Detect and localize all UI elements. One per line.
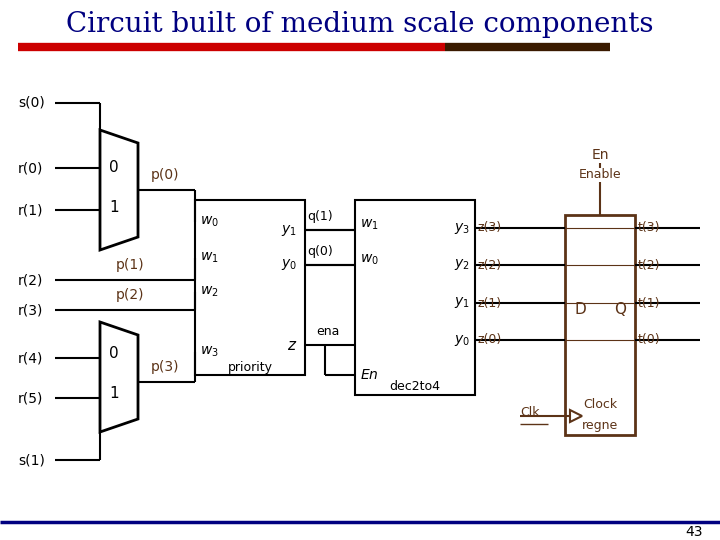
Text: $w_0$: $w_0$ xyxy=(200,215,219,229)
Text: z(1): z(1) xyxy=(478,296,502,309)
Text: $w_1$: $w_1$ xyxy=(360,218,379,232)
Text: Clk: Clk xyxy=(520,406,539,419)
Text: r(3): r(3) xyxy=(18,303,43,317)
Text: s(0): s(0) xyxy=(18,96,45,110)
Text: r(4): r(4) xyxy=(18,351,43,365)
Text: z(0): z(0) xyxy=(478,334,503,347)
Text: Enable: Enable xyxy=(579,168,621,181)
Text: Q: Q xyxy=(614,302,626,318)
Text: 0: 0 xyxy=(109,347,119,361)
Bar xyxy=(195,200,305,375)
Text: 1: 1 xyxy=(109,387,119,402)
Text: 43: 43 xyxy=(685,525,703,539)
Text: z(3): z(3) xyxy=(478,221,502,234)
Text: p(1): p(1) xyxy=(116,258,144,272)
Text: t(0): t(0) xyxy=(638,334,661,347)
Text: dec2to4: dec2to4 xyxy=(390,381,441,394)
Text: t(2): t(2) xyxy=(638,259,660,272)
Text: q(0): q(0) xyxy=(307,245,333,258)
Text: $w_3$: $w_3$ xyxy=(200,345,219,359)
Text: r(0): r(0) xyxy=(18,161,43,175)
Text: q(1): q(1) xyxy=(307,210,333,223)
Polygon shape xyxy=(100,322,138,432)
Text: D: D xyxy=(574,302,586,318)
Text: $z$: $z$ xyxy=(287,338,297,353)
Text: 1: 1 xyxy=(109,199,119,214)
Text: z(2): z(2) xyxy=(478,259,502,272)
Text: r(1): r(1) xyxy=(18,203,43,217)
Text: $y_1$: $y_1$ xyxy=(454,295,470,310)
Text: r(2): r(2) xyxy=(18,273,43,287)
Text: Circuit built of medium scale components: Circuit built of medium scale components xyxy=(66,11,654,38)
Text: $y_2$: $y_2$ xyxy=(454,258,470,273)
Text: $En$: $En$ xyxy=(360,368,379,382)
Text: r(5): r(5) xyxy=(18,391,43,405)
Text: $w_2$: $w_2$ xyxy=(200,285,219,299)
Text: Clock: Clock xyxy=(583,399,617,411)
Polygon shape xyxy=(570,410,582,422)
Text: t(1): t(1) xyxy=(638,296,660,309)
Text: 0: 0 xyxy=(109,159,119,174)
Text: $y_1$: $y_1$ xyxy=(282,222,297,238)
Text: priority: priority xyxy=(228,361,272,374)
Text: $y_0$: $y_0$ xyxy=(454,333,470,348)
Text: $w_0$: $w_0$ xyxy=(360,253,379,267)
Text: $w_1$: $w_1$ xyxy=(200,251,219,265)
Text: p(3): p(3) xyxy=(150,360,179,374)
Bar xyxy=(355,200,475,395)
Text: p(2): p(2) xyxy=(116,288,144,302)
Text: s(1): s(1) xyxy=(18,453,45,467)
Text: t(3): t(3) xyxy=(638,221,660,234)
Text: $y_0$: $y_0$ xyxy=(281,258,297,273)
Text: $y_3$: $y_3$ xyxy=(454,220,470,235)
Text: En: En xyxy=(591,148,608,162)
Text: regne: regne xyxy=(582,418,618,431)
Text: p(0): p(0) xyxy=(150,168,179,182)
Bar xyxy=(565,215,635,435)
Polygon shape xyxy=(100,130,138,250)
Text: ena: ena xyxy=(316,325,340,338)
